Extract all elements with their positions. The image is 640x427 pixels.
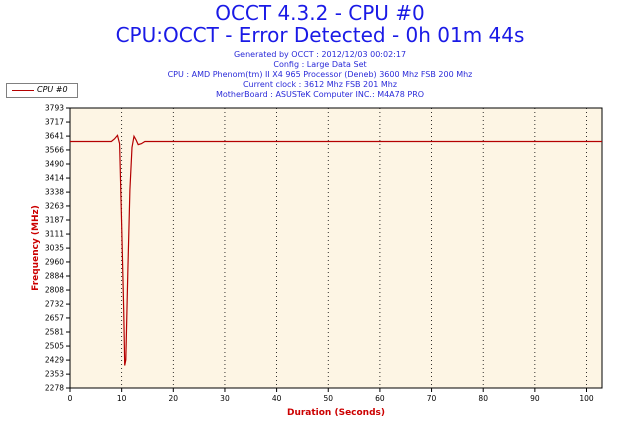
x-tick-label: 50 [323, 394, 333, 403]
y-tick-label: 2884 [45, 272, 64, 281]
legend-label: CPU #0 [37, 85, 68, 94]
chart-title: OCCT 4.3.2 - CPU #0 [215, 1, 425, 25]
series-line-cpu0 [70, 134, 602, 366]
info-cpu: CPU : AMD Phenom(tm) II X4 965 Processor… [167, 70, 473, 79]
y-tick-label: 3111 [45, 230, 64, 239]
info-config: Config : Large Data Set [273, 60, 367, 69]
legend-swatch [12, 90, 34, 91]
y-tick-label: 3187 [45, 216, 64, 225]
y-tick-label: 2732 [45, 300, 64, 309]
legend: CPU #0 [6, 83, 78, 98]
x-tick-label: 80 [478, 394, 488, 403]
y-tick-label: 2353 [45, 370, 64, 379]
x-tick-label: 40 [272, 394, 282, 403]
x-tick-label: 90 [530, 394, 540, 403]
y-tick-label: 2429 [45, 356, 64, 365]
y-tick-label: 3566 [45, 145, 64, 154]
y-tick-label: 3717 [45, 118, 64, 127]
y-tick-label: 3793 [45, 104, 64, 113]
y-tick-label: 2278 [45, 384, 64, 393]
y-tick-label: 3263 [45, 201, 64, 210]
plot-background [70, 108, 602, 388]
y-tick-label: 2960 [45, 257, 64, 266]
info-motherboard: MotherBoard : ASUSTeK Computer INC.: M4A… [215, 90, 425, 99]
y-tick-label: 3035 [45, 244, 64, 253]
y-tick-label: 3641 [45, 132, 64, 141]
y-tick-label: 3490 [45, 160, 64, 169]
x-tick-label: 30 [220, 394, 230, 403]
y-tick-label: 2505 [45, 342, 64, 351]
y-axis-title: Frequency (MHz) [31, 205, 41, 291]
chart-subtitle: CPU:OCCT - Error Detected - 0h 01m 44s [115, 23, 525, 47]
x-tick-label: 0 [68, 394, 73, 403]
y-tick-label: 2657 [45, 313, 64, 322]
x-tick-label: 60 [375, 394, 385, 403]
x-axis-title: Duration (Seconds) [287, 408, 385, 418]
x-tick-label: 20 [169, 394, 179, 403]
y-tick-label: 3414 [45, 174, 64, 183]
y-tick-label: 2581 [45, 328, 64, 337]
x-tick-label: 10 [117, 394, 127, 403]
info-generated: Generated by OCCT : 2012/12/03 00:02:17 [233, 50, 407, 59]
info-current-clock: Current clock : 3612 Mhz FSB 201 Mhz [242, 80, 398, 89]
x-tick-label: 70 [427, 394, 437, 403]
y-tick-label: 2808 [45, 286, 64, 295]
y-tick-label: 3338 [45, 188, 64, 197]
x-tick-label: 100 [579, 394, 594, 403]
